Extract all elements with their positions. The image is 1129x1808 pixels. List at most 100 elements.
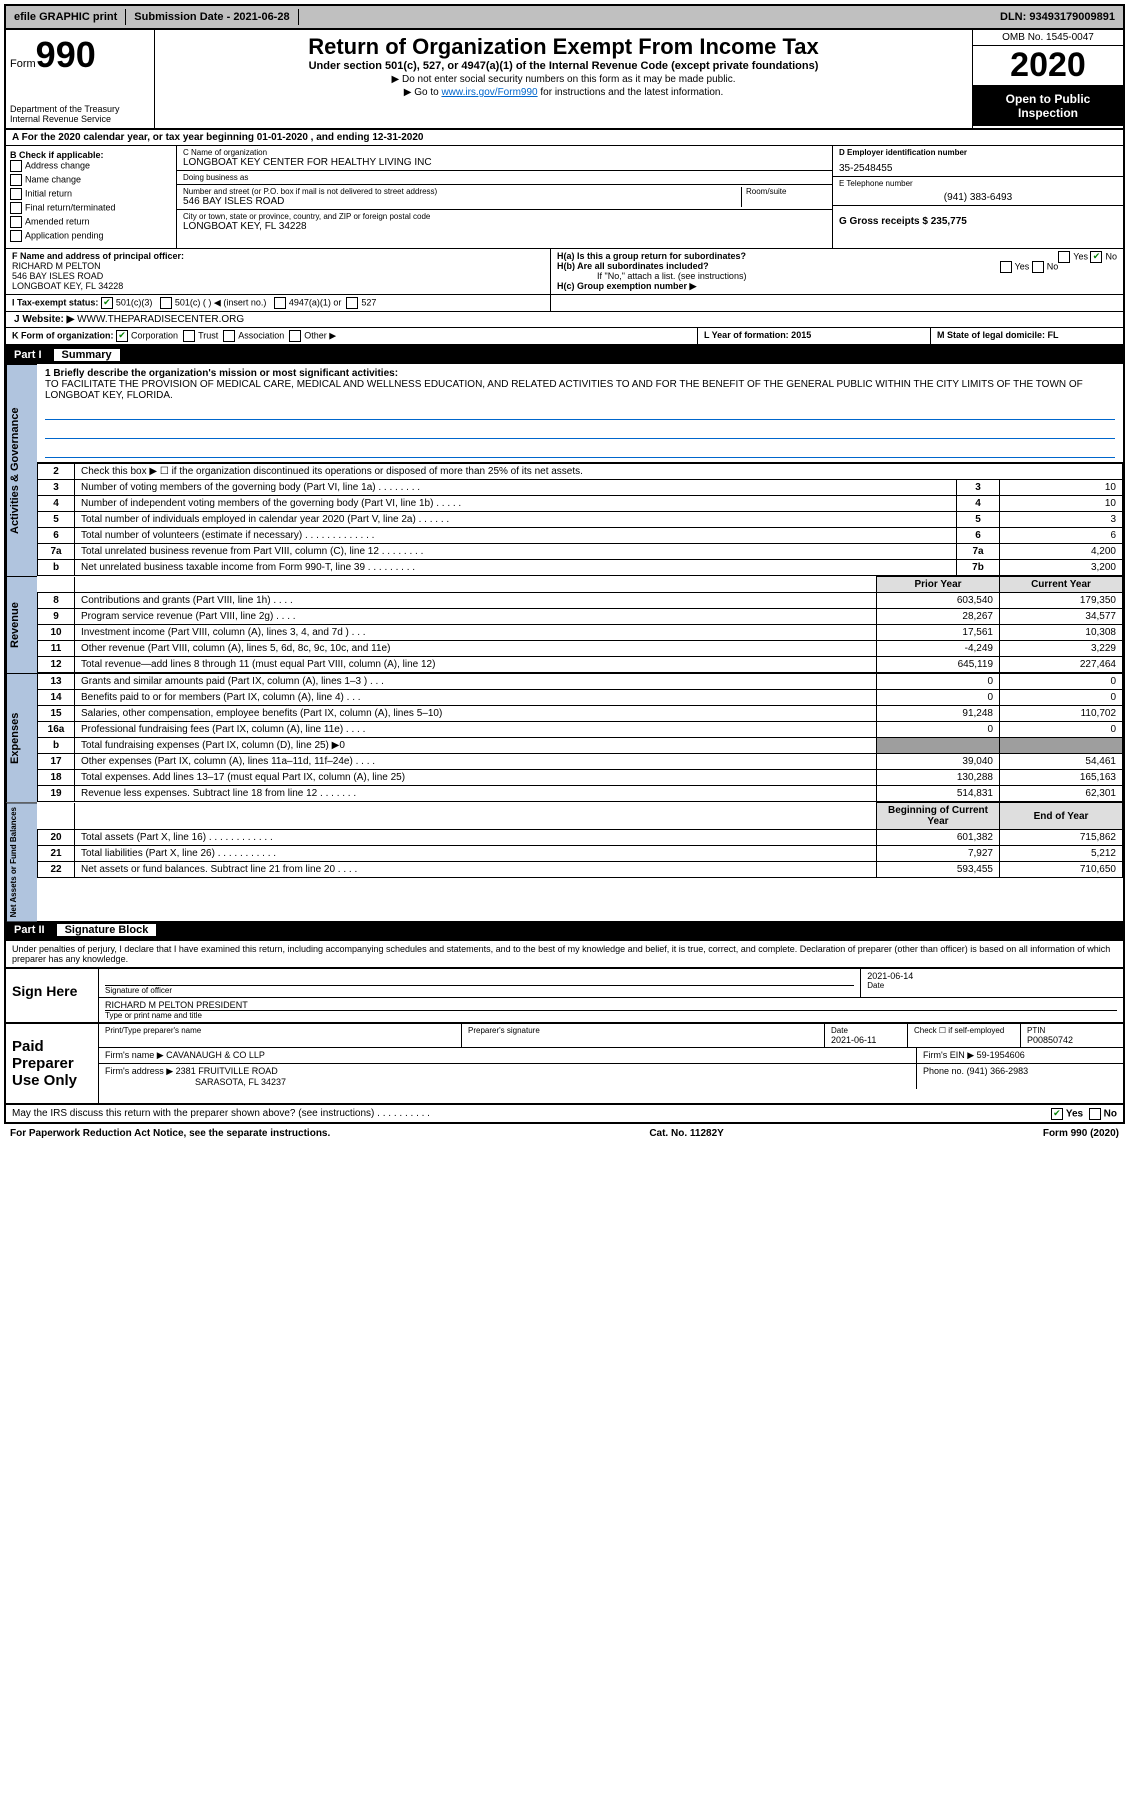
discuss-no-box[interactable] — [1089, 1108, 1101, 1120]
chk-final[interactable] — [10, 202, 22, 214]
hb-no-box[interactable] — [1032, 261, 1044, 273]
firm-addr-label: Firm's address ▶ — [105, 1066, 173, 1076]
i-501c-box[interactable] — [160, 297, 172, 309]
declaration: Under penalties of perjury, I declare th… — [4, 941, 1125, 969]
chk-initial[interactable] — [10, 188, 22, 200]
row-m: M State of legal domicile: FL — [937, 330, 1059, 340]
k-other-box[interactable] — [289, 330, 301, 342]
i-501c3-box[interactable] — [101, 297, 113, 309]
tel-label: E Telephone number — [839, 179, 1117, 188]
ha: H(a) Is this a group return for subordin… — [557, 251, 746, 261]
tax-year: 2020 — [973, 46, 1123, 86]
f-addr2: LONGBOAT KEY, FL 34228 — [12, 281, 544, 291]
row-a: A For the 2020 calendar year, or tax yea… — [6, 130, 1123, 146]
i-4947-box[interactable] — [274, 297, 286, 309]
prep-date-h: Date — [831, 1026, 901, 1035]
side-revenue: Revenue — [6, 576, 37, 673]
mission-label: 1 Briefly describe the organization's mi… — [45, 368, 1115, 379]
website[interactable]: WWW.THEPARADISECENTER.ORG — [74, 314, 244, 325]
discuss-q: May the IRS discuss this return with the… — [12, 1108, 430, 1119]
firm-addr1: 2381 FRUITVILLE ROAD — [176, 1066, 278, 1076]
chk-name[interactable] — [10, 174, 22, 186]
sig-date-label: Date — [867, 981, 1117, 990]
ha-yes: Yes — [1073, 251, 1088, 261]
sub3-post: for instructions and the latest informat… — [538, 87, 724, 98]
chk-amended[interactable] — [10, 216, 22, 228]
sig-date: 2021-06-14 — [867, 971, 1117, 981]
phone-label: Phone no. — [923, 1066, 964, 1076]
side-netassets: Net Assets or Fund Balances — [6, 802, 37, 921]
city-label: City or town, state or province, country… — [183, 212, 826, 221]
dba-label: Doing business as — [183, 173, 826, 182]
opt-name: Name change — [25, 174, 81, 184]
prep-sig-h: Preparer's signature — [468, 1026, 818, 1035]
form-label: Form990 — [10, 34, 150, 76]
footer-left: For Paperwork Reduction Act Notice, see … — [10, 1128, 330, 1139]
opt-amended: Amended return — [25, 216, 90, 226]
dept: Department of the Treasury Internal Reve… — [10, 104, 150, 124]
na-table: Beginning of Current YearEnd of Year20To… — [37, 802, 1123, 878]
part2-title: Signature Block — [57, 924, 157, 936]
sig-name-label: Type or print name and title — [105, 1011, 1117, 1020]
discuss-no: No — [1104, 1109, 1117, 1120]
hb-yes-box[interactable] — [1000, 261, 1012, 273]
f-label: F Name and address of principal officer: — [12, 251, 544, 261]
row-h: H(a) Is this a group return for subordin… — [551, 249, 1123, 294]
opt-pending: Application pending — [25, 230, 104, 240]
ptin: P00850742 — [1027, 1035, 1117, 1045]
hb-no: No — [1047, 261, 1059, 271]
k-trust-box[interactable] — [183, 330, 195, 342]
footer-right: Form 990 (2020) — [1043, 1128, 1119, 1139]
ptin-h: PTIN — [1027, 1026, 1117, 1035]
paid-left: Paid Preparer Use Only — [6, 1024, 99, 1103]
col-de: D Employer identification number 35-2548… — [833, 146, 1123, 248]
org-name: LONGBOAT KEY CENTER FOR HEALTHY LIVING I… — [183, 157, 826, 168]
i-o1: 501(c)(3) — [116, 297, 153, 307]
mission: 1 Briefly describe the organization's mi… — [37, 364, 1123, 463]
part1-title: Summary — [54, 349, 120, 361]
chk-pending[interactable] — [10, 230, 22, 242]
ha-yes-box[interactable] — [1058, 251, 1070, 263]
opt-initial: Initial return — [25, 188, 72, 198]
discuss-yes: Yes — [1066, 1109, 1083, 1120]
sig-name: RICHARD M PELTON PRESIDENT — [105, 1000, 1117, 1011]
part1-num: Part I — [14, 349, 50, 361]
efile-btn[interactable]: efile GRAPHIC print — [6, 9, 126, 25]
j-label: J Website: ▶ — [14, 314, 74, 325]
submission-date: Submission Date - 2021-06-28 — [126, 9, 298, 25]
i-o4: 527 — [361, 297, 376, 307]
discuss-yes-box[interactable] — [1051, 1108, 1063, 1120]
header-sub2: ▶ Do not enter social security numbers o… — [159, 74, 968, 85]
row-l: L Year of formation: 2015 — [704, 330, 811, 340]
gov-table: 2Check this box ▶ ☐ if the organization … — [37, 463, 1123, 576]
return-title: Return of Organization Exempt From Incom… — [159, 34, 968, 60]
name-label: C Name of organization — [183, 148, 826, 157]
i-label: I Tax-exempt status: — [12, 297, 98, 307]
f-addr1: 546 BAY ISLES ROAD — [12, 271, 544, 281]
part2-header: Part II Signature Block — [6, 921, 1123, 939]
k-assoc-box[interactable] — [223, 330, 235, 342]
row-j: J Website: ▶ WWW.THEPARADISECENTER.ORG — [6, 312, 1123, 328]
side-expenses: Expenses — [6, 673, 37, 802]
k-corp-box[interactable] — [116, 330, 128, 342]
ha-no-box[interactable] — [1090, 251, 1102, 263]
row-i: I Tax-exempt status: 501(c)(3) 501(c) ( … — [6, 295, 551, 311]
i-o2: 501(c) ( ) ◀ (insert no.) — [175, 297, 266, 307]
dln: DLN: 93493179009891 — [992, 9, 1123, 25]
i-o3: 4947(a)(1) or — [289, 297, 342, 307]
hb: H(b) Are all subordinates included? — [557, 261, 709, 271]
ha-no: No — [1105, 251, 1117, 261]
mission-text: TO FACILITATE THE PROVISION OF MEDICAL C… — [45, 379, 1115, 401]
i-527-box[interactable] — [346, 297, 358, 309]
exp-table: 13Grants and similar amounts paid (Part … — [37, 673, 1123, 802]
k-o2: Trust — [198, 330, 218, 340]
firm: CAVANAUGH & CO LLP — [166, 1050, 265, 1060]
form-word: Form — [10, 58, 36, 70]
firm-label: Firm's name ▶ — [105, 1050, 164, 1060]
ein-label: D Employer identification number — [839, 148, 1117, 157]
opt-address: Address change — [25, 160, 90, 170]
chk-address[interactable] — [10, 160, 22, 172]
row-f: F Name and address of principal officer:… — [6, 249, 551, 294]
irs-link[interactable]: www.irs.gov/Form990 — [441, 87, 537, 98]
sub3-pre: ▶ Go to — [404, 87, 442, 98]
